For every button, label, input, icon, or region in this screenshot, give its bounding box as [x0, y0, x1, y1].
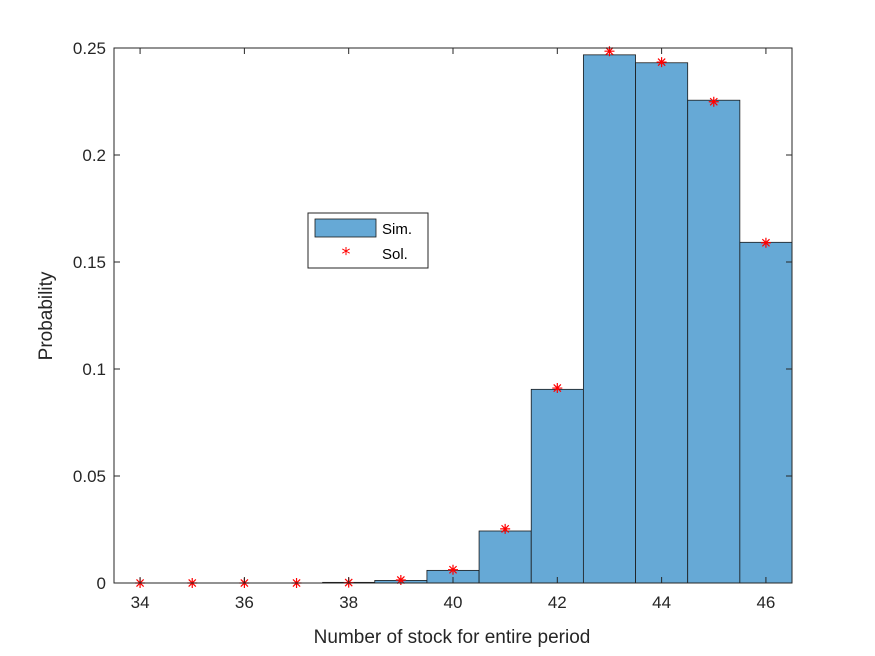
sol-marker-43 [604, 46, 615, 57]
y-tick-label-0.05: 0.05 [73, 467, 106, 486]
y-axis-label: Probability [36, 271, 57, 360]
sol-marker-42 [552, 383, 563, 394]
sol-marker-shape-43 [604, 46, 615, 57]
sol-marker-46 [760, 237, 771, 248]
sol-marker-shape-41 [500, 523, 511, 534]
legend-label-sim: Sim. [382, 221, 412, 238]
sol-marker-shape-42 [552, 383, 563, 394]
x-tick-label-40: 40 [444, 593, 463, 612]
histogram-bar-44 [635, 62, 689, 584]
y-tick-label-0.15: 0.15 [73, 253, 106, 272]
x-tick-label-38: 38 [339, 593, 358, 612]
x-tick-label-36: 36 [235, 593, 254, 612]
sol-marker-41 [500, 523, 511, 534]
legend-label-sol: Sol. [382, 246, 408, 263]
sol-marker-44 [656, 57, 667, 68]
histogram-bar-42 [530, 388, 584, 584]
y-tick-label-0: 0 [97, 574, 106, 593]
sol-marker-shape-40 [448, 564, 458, 575]
x-tick-label-34: 34 [131, 593, 150, 612]
histogram-bar-43 [582, 54, 636, 584]
sol-marker-45 [708, 96, 719, 107]
x-tick-label-46: 46 [756, 593, 775, 612]
y-tick-label-0.25: 0.25 [73, 39, 106, 58]
sol-marker-shape-46 [760, 237, 771, 248]
y-tick-label-0.1: 0.1 [82, 360, 106, 379]
histogram-bar-46 [739, 241, 793, 584]
sol-marker-40 [448, 564, 458, 575]
legend-swatch-sim [314, 218, 377, 238]
x-axis-label: Number of stock for entire period [314, 627, 591, 648]
sol-marker-39 [395, 575, 406, 586]
legend-marker-sol: * [342, 244, 351, 265]
legend: Sim. * Sol. [307, 212, 429, 269]
histogram-bar-41 [478, 530, 532, 584]
x-tick-label-42: 42 [548, 593, 567, 612]
histogram-bar-45 [687, 99, 741, 584]
x-tick-label-44: 44 [652, 593, 671, 612]
y-tick-label-0.2: 0.2 [82, 146, 106, 165]
sol-marker-shape-44 [656, 57, 667, 68]
bars-group [322, 54, 793, 584]
ticks-group: 34 36 38 40 42 44 46 0 0.05 0.1 0.15 0.2 0.25 [73, 39, 792, 612]
sol-marker-shape-39 [395, 575, 406, 586]
sol-marker-shape-45 [708, 96, 719, 107]
